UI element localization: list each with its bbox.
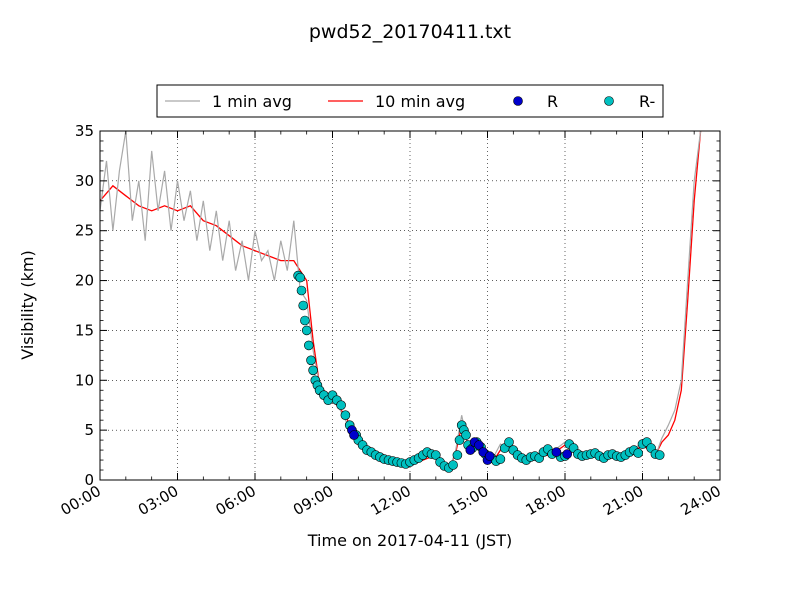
grid-lines [100, 131, 720, 480]
x-tick-label: 12:00 [368, 482, 414, 519]
r-point [484, 451, 495, 461]
r-minus-point [633, 448, 644, 458]
r-point [562, 449, 573, 459]
r-minus-point [298, 300, 309, 311]
series-10-min-avg [99, 130, 702, 469]
y-axis-label: Visibility (km) [18, 250, 37, 359]
r-minus-point [300, 315, 310, 326]
legend-label-10min: 10 min avg [375, 92, 465, 111]
r-minus-point [303, 340, 314, 351]
y-axis-ticks: 0 5 10 15 20 25 30 35 [75, 122, 720, 489]
y-tick-label: 35 [75, 122, 94, 140]
r-minus-point [504, 437, 514, 447]
legend-marker-r-minus [604, 96, 614, 106]
y-tick-label: 20 [75, 272, 94, 290]
r-minus-point [461, 430, 471, 440]
x-tick-label: 09:00 [290, 482, 336, 519]
r-point [349, 430, 359, 440]
r-minus-point [306, 355, 316, 366]
legend-box [156, 84, 664, 118]
r-point [465, 445, 476, 455]
y-tick-label: 10 [75, 371, 94, 389]
r-minus-point [336, 400, 346, 411]
r-point [474, 440, 484, 450]
legend-marker-r [513, 96, 523, 106]
r-minus-point [454, 435, 465, 445]
y-tick-label: 5 [84, 421, 94, 439]
one-min-avg-layer [99, 130, 702, 470]
r-points-layer [347, 425, 573, 465]
x-tick-label: 18:00 [523, 482, 569, 519]
series-1-min-avg [99, 130, 702, 470]
r-point [551, 447, 562, 457]
x-tick-label: 03:00 [135, 482, 181, 519]
x-tick-label: 00:00 [58, 482, 104, 519]
legend: 1 min avg 10 min avg R R- [156, 84, 664, 118]
x-tick-label: 15:00 [445, 482, 491, 519]
ten-min-avg-layer [99, 130, 702, 469]
y-tick-label: 15 [75, 321, 94, 339]
r-minus-point [296, 285, 307, 296]
legend-label-r: R [547, 92, 558, 111]
x-tick-label: 21:00 [600, 482, 646, 519]
r-minus-point [452, 450, 463, 460]
x-tick-label: 06:00 [213, 482, 259, 519]
y-tick-label: 25 [75, 222, 94, 240]
y-tick-label: 30 [75, 172, 94, 190]
r-minus-point [340, 410, 351, 421]
r-minus-point [430, 450, 441, 460]
legend-label-1min: 1 min avg [212, 92, 292, 111]
legend-label-r-minus: R- [639, 92, 655, 111]
x-axis-label: Time on 2017-04-11 (JST) [307, 531, 512, 550]
r-minus-point [495, 454, 506, 464]
r-minus-points-layer [293, 270, 665, 473]
r-minus-point [448, 460, 458, 470]
r-minus-point [308, 365, 318, 376]
chart-title: pwd52_20170411.txt [309, 21, 511, 43]
r-minus-point [654, 450, 665, 460]
y-tick-label: 0 [84, 471, 94, 489]
r-minus-point [295, 272, 306, 283]
r-minus-point [301, 325, 312, 336]
x-tick-label: 24:00 [678, 482, 724, 519]
